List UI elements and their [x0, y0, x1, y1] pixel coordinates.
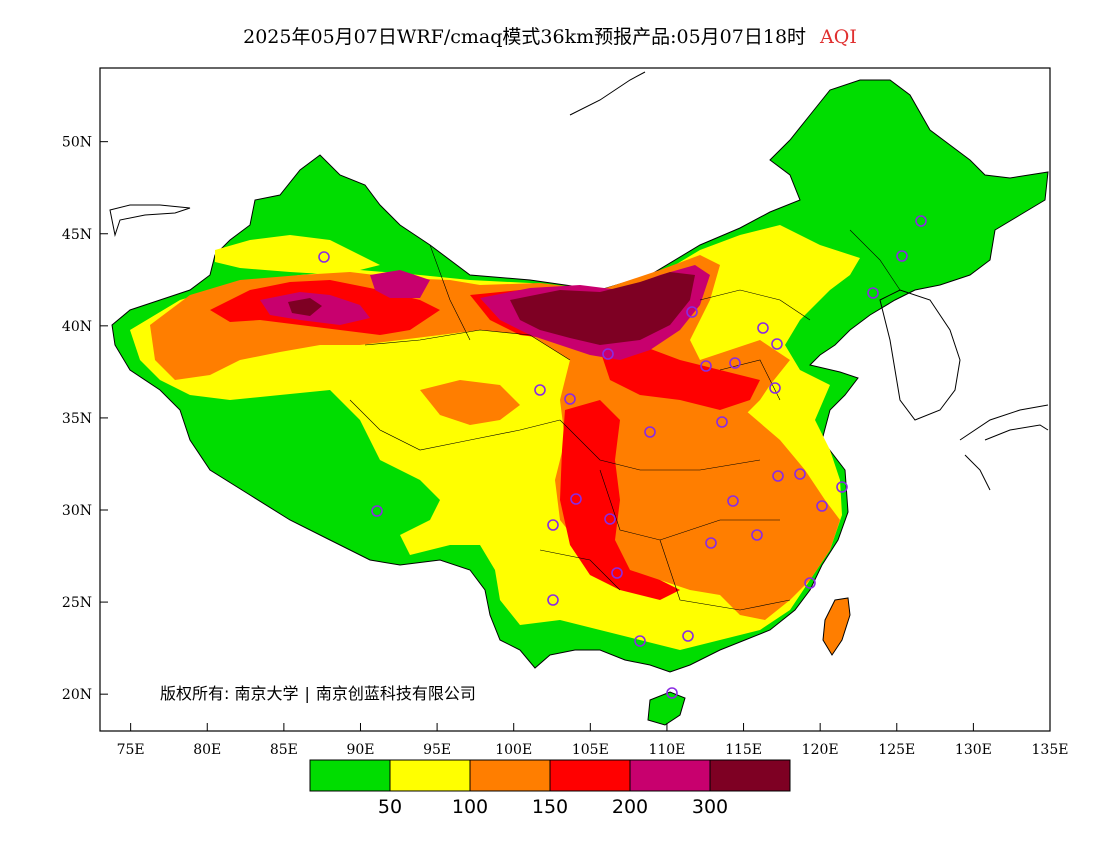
region-yellow-west: [215, 235, 380, 275]
legend-swatch: [549, 759, 631, 792]
legend-label: 150: [532, 796, 568, 818]
japan-outline: [959, 404, 1049, 491]
lake-outline: [109, 71, 646, 237]
x-tick-label: 80E: [193, 742, 221, 758]
korea-outline: [879, 289, 961, 421]
y-tick-label: 25N: [62, 595, 92, 611]
x-tick-label: 105E: [572, 742, 609, 758]
copyright-org2: 南京创蓝科技有限公司: [315, 684, 476, 703]
x-tick-label: 95E: [423, 742, 451, 758]
region-maroon-north: [510, 272, 695, 345]
region-orange-central: [555, 360, 840, 620]
x-tick-label: 85E: [270, 742, 298, 758]
map-frame: [99, 67, 1051, 732]
legend-label: 200: [612, 796, 648, 818]
y-tick-label: 30N: [62, 503, 92, 519]
legend-label: 300: [692, 796, 728, 818]
y-tick-label: 50N: [62, 135, 92, 151]
y-tick-label: 35N: [62, 411, 92, 427]
legend-swatch: [389, 759, 471, 792]
x-tick-label: 120E: [802, 742, 839, 758]
map-title: 2025年05月07日WRF/cmaq模式36km预报产品:05月07日18时 A…: [0, 22, 1100, 49]
x-tick-label: 110E: [648, 742, 685, 758]
region-maroon-west: [288, 298, 322, 316]
province-boundaries: [349, 229, 901, 611]
legend-swatch: [709, 759, 791, 792]
x-axis: 75E 80E 85E 90E 95E 100E 105E 110E 115E 120E 125E 1…: [117, 723, 1069, 758]
y-tick-label: 45N: [62, 227, 92, 243]
y-axis: 50N 45N 40N 35N 30N 25N 20N: [62, 135, 108, 703]
copyright-prefix: 版权所有:: [160, 684, 230, 703]
copyright-separator: |: [304, 684, 310, 703]
x-tick-label: 75E: [117, 742, 145, 758]
region-red-nc: [600, 345, 760, 410]
legend-swatch: [629, 759, 711, 792]
station-markers: [318, 215, 927, 699]
x-tick-label: 100E: [495, 742, 532, 758]
copyright-org1: 南京大学: [234, 684, 299, 703]
legend-label: 100: [452, 796, 488, 818]
x-tick-label: 125E: [878, 742, 915, 758]
taiwan: [822, 597, 851, 656]
aqi-legend: 50 100 150 200 300: [309, 759, 791, 818]
y-tick-label: 20N: [62, 687, 92, 703]
y-tick-label: 40N: [62, 319, 92, 335]
region-purple-west2: [370, 270, 430, 298]
legend-swatch: [469, 759, 551, 792]
x-tick-label: 135E: [1032, 742, 1069, 758]
legend-label: 50: [378, 796, 402, 818]
hainan: [647, 691, 686, 726]
x-tick-label: 90E: [346, 742, 374, 758]
copyright-text: 版权所有: 南京大学 | 南京创蓝科技有限公司: [160, 680, 476, 704]
region-orange-tibet: [420, 380, 520, 425]
title-text: 2025年05月07日WRF/cmaq模式36km预报产品:05月07日18时: [243, 26, 807, 48]
title-variable: AQI: [820, 26, 857, 48]
x-tick-label: 115E: [725, 742, 762, 758]
legend-swatch: [309, 759, 391, 792]
x-tick-label: 130E: [955, 742, 992, 758]
